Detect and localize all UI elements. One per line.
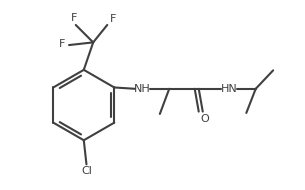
Text: F: F xyxy=(110,14,116,24)
Text: Cl: Cl xyxy=(82,166,93,177)
Text: F: F xyxy=(59,39,66,49)
Text: F: F xyxy=(71,13,77,23)
Text: O: O xyxy=(200,114,209,124)
Text: HN: HN xyxy=(221,84,237,94)
Text: NH: NH xyxy=(134,84,151,94)
